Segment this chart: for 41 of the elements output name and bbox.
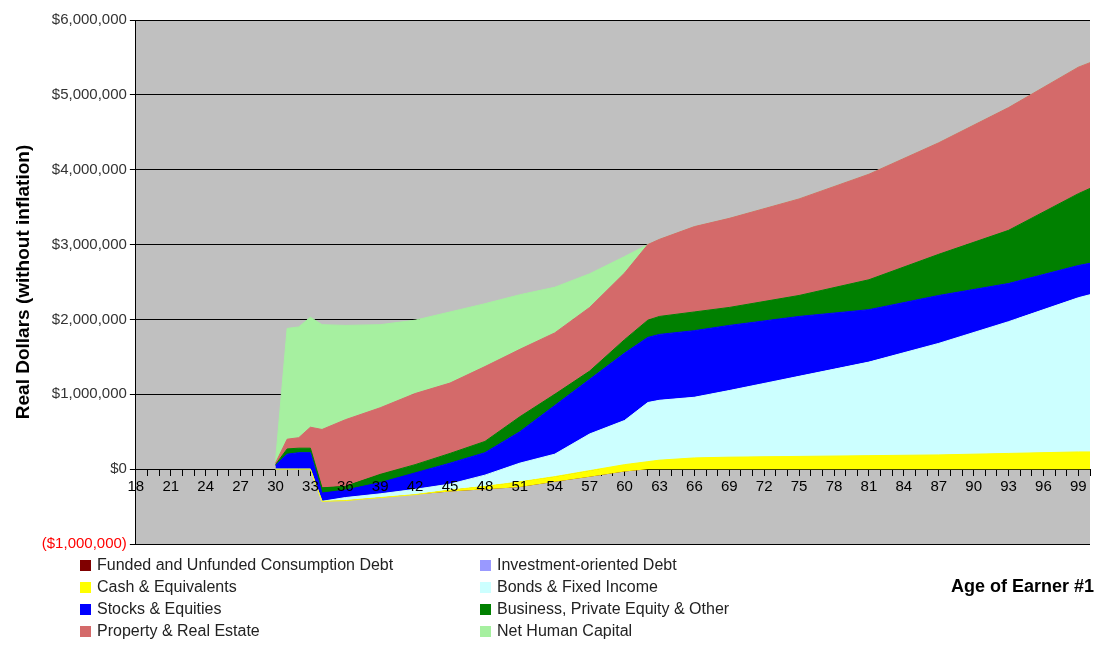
x-tick-label: 54	[546, 477, 564, 495]
x-tick-label: 24	[197, 477, 215, 495]
x-tick-label: 27	[232, 477, 249, 495]
y-tick-label: $2,000,000	[51, 309, 127, 327]
legend-label: Property & Real Estate	[97, 622, 260, 640]
x-tick-label: 72	[755, 477, 773, 495]
x-tick-label: 75	[790, 477, 808, 495]
legend-label: Cash & Equivalents	[97, 578, 237, 596]
x-tick-label: 87	[930, 477, 948, 495]
x-tick-label: 84	[895, 477, 913, 495]
x-tick-label: 36	[336, 477, 354, 495]
y-axis-title: Real Dollars (without inflation)	[11, 144, 33, 420]
legend-label: Funded and Unfunded Consumption Debt	[97, 556, 394, 574]
x-tick-label: 57	[581, 477, 598, 495]
y-tick-label: $5,000,000	[51, 85, 127, 102]
x-tick-label: 78	[825, 477, 843, 495]
x-tick-label: 96	[1035, 477, 1052, 495]
x-tick-label: 60	[616, 477, 633, 495]
x-tick-label: 30	[267, 477, 284, 495]
x-tick-label: 63	[651, 477, 668, 495]
y-tick-label: $1,000,000	[51, 384, 127, 402]
x-tick-label: 66	[686, 477, 703, 495]
legend-label: Investment-oriented Debt	[497, 556, 677, 574]
x-tick-label: 39	[371, 477, 389, 495]
x-tick-label: 81	[860, 477, 878, 495]
x-tick-label: 90	[965, 477, 982, 495]
legend-label: Stocks & Equities	[97, 600, 222, 618]
x-tick-label: 33	[302, 477, 319, 495]
x-tick-label: 99	[1070, 477, 1087, 495]
x-axis-title: Age of Earner #1	[950, 576, 1094, 597]
y-tick-label: $3,000,000	[51, 234, 127, 252]
x-tick-label: 21	[162, 477, 180, 495]
x-tick-label: 93	[1000, 477, 1017, 495]
y-tick-label: $0	[110, 459, 127, 477]
y-tick-label: $4,000,000	[51, 159, 127, 177]
legend-label: Business, Private Equity & Other	[497, 600, 730, 618]
legend-label: Bonds & Fixed Income	[497, 578, 658, 596]
y-tick-label: $6,000,000	[51, 10, 127, 28]
y-tick-label: ($1,000,000)	[41, 534, 127, 552]
x-tick-label: 69	[720, 477, 738, 495]
legend-label: Net Human Capital	[497, 622, 633, 640]
